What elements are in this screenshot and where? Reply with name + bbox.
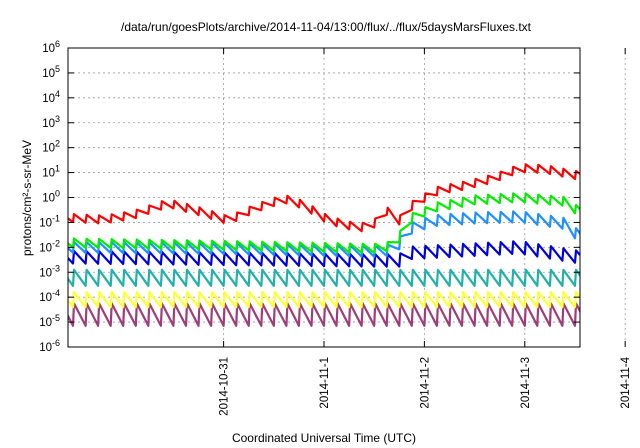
y-tick-label: 10-3 <box>39 263 60 279</box>
y-axis: 10-6 10-5 10-4 10-3 10-2 10-1 100 101 102 103 104 1… <box>39 39 580 354</box>
y-tick-label: 105 <box>42 64 60 80</box>
series-line-4 <box>68 240 580 268</box>
series-line-6 <box>68 291 580 309</box>
series-line-1 <box>68 163 580 233</box>
x-tick-label: 2014-11-3 <box>520 357 532 409</box>
y-tick-label: 10-5 <box>39 313 60 329</box>
y-tick-label: 100 <box>42 189 60 205</box>
x-tick-label: 2014-10-31 <box>219 357 231 416</box>
y-tick-label: 104 <box>42 89 60 105</box>
y-tick-label: 106 <box>42 39 60 55</box>
chart-title: /data/run/goesPlots/archive/2014-11-04/1… <box>121 20 532 34</box>
series-line-2 <box>68 192 580 255</box>
y-tick-label: 102 <box>42 139 60 155</box>
y-tick-label: 10-6 <box>39 338 60 354</box>
y-axis-label: protons/cm²-s-sr-MeV <box>20 140 34 256</box>
x-tick-label: 2014-11-2 <box>419 357 431 409</box>
y-tick-label: 101 <box>42 164 60 180</box>
x-tick-label: 2014-11-4 <box>620 356 632 408</box>
y-tick-label: 103 <box>42 114 60 130</box>
x-axis-label: Coordinated Universal Time (UTC) <box>232 431 416 445</box>
x-tick-label: 2014-11-1 <box>319 357 331 409</box>
y-tick-label: 10-4 <box>39 288 60 304</box>
x-axis: 2014-10-31 2014-11-1 2014-11-2 2014-11-3 201… <box>219 48 632 416</box>
series-group <box>68 163 580 327</box>
y-tick-label: 10-2 <box>39 238 60 254</box>
y-tick-label: 10-1 <box>39 213 60 229</box>
series-line-5 <box>68 268 580 287</box>
